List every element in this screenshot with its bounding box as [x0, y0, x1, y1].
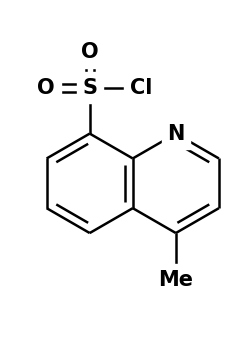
Text: Cl: Cl — [130, 78, 152, 98]
Text: O: O — [81, 42, 98, 62]
Text: Me: Me — [158, 270, 193, 290]
Text: O: O — [37, 78, 55, 98]
Text: N: N — [167, 124, 184, 144]
Text: S: S — [82, 78, 97, 98]
